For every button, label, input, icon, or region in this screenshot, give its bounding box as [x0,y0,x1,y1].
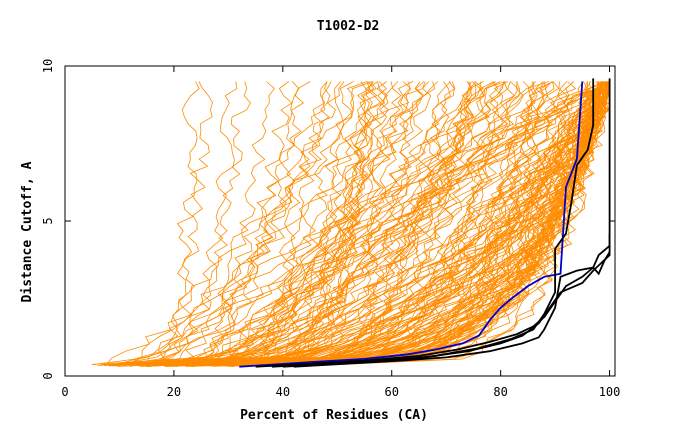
background-model-line [115,81,238,367]
x-tick-label: 40 [276,385,290,399]
background-model-line [149,81,368,367]
background-model-line [223,81,611,366]
background-model-line [275,81,499,367]
background-model-line [228,81,473,367]
background-model-line [285,81,611,365]
background-model-line [172,81,505,366]
background-model-line [110,81,594,365]
background-model-line [166,81,607,367]
background-model-line [164,81,455,365]
background-model-line [224,81,610,366]
background-model-line [293,81,423,366]
background-model-line [215,81,451,367]
background-model-line [120,81,436,365]
background-model-line [229,81,473,365]
background-model-line [209,81,599,366]
highlighted-model-line [239,81,584,368]
background-model-line [267,81,456,365]
background-model-line [203,81,332,364]
background-model-line [215,81,425,365]
background-model-line [100,81,568,365]
y-axis: 0 5 10 [41,59,615,380]
background-model-line [117,81,213,365]
background-model-line [253,81,610,366]
background-model-line [147,81,293,368]
background-model-line [271,81,546,365]
background-model-line [272,81,611,366]
background-model-line [189,81,382,365]
background-model-line [262,81,588,366]
background-model-line [165,81,547,367]
background-model-line [272,81,611,366]
background-model-line [296,81,584,365]
background-model-line [227,81,432,365]
background-model-line [155,81,402,365]
background-series-group [91,81,611,368]
background-model-line [158,81,451,365]
background-model-line [157,81,426,365]
x-tick-label: 0 [61,385,68,399]
background-model-line [214,81,610,366]
background-model-line [295,81,611,367]
background-model-line [226,81,610,365]
background-model-line [129,81,477,367]
background-model-line [204,81,328,366]
y-axis-label: Distance Cutoff, A [20,161,35,302]
background-model-line [242,81,605,367]
background-model-line [175,81,311,367]
background-model-line [145,81,200,367]
background-model-line [221,81,609,365]
background-model-line [241,81,390,367]
background-model-line [267,81,553,366]
background-model-line [112,81,251,367]
y-tick-label: 10 [41,59,55,73]
background-model-line [202,81,375,367]
background-model-line [237,81,555,366]
x-tick-label: 80 [493,385,507,399]
y-tick-label: 0 [41,372,55,379]
chart-title: T1002-D2 [317,19,380,34]
background-model-line [209,81,489,367]
background-model-line [231,81,377,367]
background-model-line [167,81,276,365]
x-tick-label: 20 [167,385,181,399]
background-model-line [126,81,610,366]
background-model-line [123,81,605,367]
x-axis: 0 20 40 60 80 100 [61,66,620,399]
background-model-line [91,81,331,366]
background-model-line [149,81,345,365]
reference-model-line [282,78,595,368]
y-tick-label: 5 [41,217,55,224]
background-model-line [236,81,602,364]
background-model-line [191,81,507,367]
x-tick-label: 100 [599,385,621,399]
reference-model-line [293,251,611,368]
highlighted-series-group [239,78,611,368]
background-model-line [105,81,439,366]
x-tick-label: 60 [385,385,399,399]
background-model-line [244,81,607,365]
background-model-line [288,81,607,365]
x-axis-label: Percent of Residues (CA) [240,408,428,423]
background-model-line [217,81,508,365]
background-model-line [248,81,604,365]
background-model-line [182,81,610,366]
background-model-line [242,81,373,365]
